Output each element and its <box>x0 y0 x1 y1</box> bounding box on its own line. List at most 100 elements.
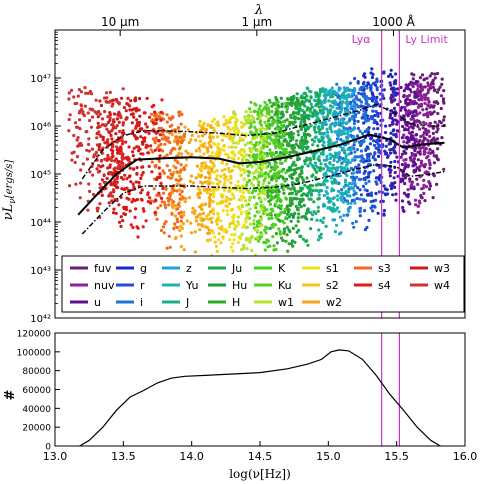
band-point <box>376 146 380 150</box>
band-point <box>96 115 100 119</box>
band-point <box>278 232 282 236</box>
band-point <box>324 158 328 162</box>
band-point <box>367 162 371 166</box>
band-point <box>340 161 344 165</box>
band-point <box>293 170 298 175</box>
band-point <box>281 114 285 118</box>
band-point <box>288 174 292 178</box>
band-point <box>159 181 163 185</box>
band-point <box>283 159 287 163</box>
band-point <box>160 200 164 204</box>
band-point <box>129 99 133 103</box>
band-point <box>267 163 272 167</box>
band-point <box>327 143 331 147</box>
band-point <box>371 92 375 97</box>
band-point <box>289 187 293 191</box>
band-point <box>438 85 442 89</box>
band-point <box>222 188 226 192</box>
band-point <box>259 147 263 151</box>
band-point <box>357 169 361 173</box>
band-point <box>264 231 268 235</box>
band-point <box>374 98 378 102</box>
band-point <box>422 183 426 187</box>
band-point <box>212 212 216 216</box>
band-point <box>262 179 266 183</box>
band-point <box>209 139 213 143</box>
band-point <box>377 178 381 182</box>
band-point <box>382 184 386 188</box>
band-point <box>418 164 422 169</box>
band-point <box>115 180 119 184</box>
band-point <box>303 115 307 119</box>
band-point <box>403 105 407 109</box>
band-point <box>135 136 139 140</box>
band-point <box>162 231 166 235</box>
band-point <box>160 196 164 200</box>
band-point <box>259 215 263 219</box>
band-point <box>349 175 353 179</box>
band-point <box>277 190 281 194</box>
y-tick-label: 120000 <box>17 330 52 340</box>
band-point <box>324 122 328 127</box>
band-point <box>165 113 169 117</box>
band-point <box>261 152 265 157</box>
band-point <box>208 135 212 139</box>
band-point <box>171 206 175 210</box>
band-point <box>402 94 406 99</box>
band-point <box>366 81 370 85</box>
band-point <box>158 133 162 137</box>
band-point <box>388 81 392 85</box>
band-point <box>131 112 135 116</box>
band-point <box>428 147 432 152</box>
band-point <box>296 112 300 116</box>
band-point <box>426 91 430 95</box>
band-point <box>347 152 351 156</box>
band-point <box>179 224 183 228</box>
legend-label: H <box>232 296 240 309</box>
band-point <box>299 141 303 145</box>
band-point <box>387 168 391 172</box>
band-point <box>285 151 289 155</box>
band-point <box>99 103 104 108</box>
band-point <box>290 191 294 195</box>
band-point <box>253 125 257 129</box>
band-point <box>417 93 422 97</box>
band-point <box>290 95 294 100</box>
band-point <box>432 154 436 158</box>
band-point <box>217 226 221 230</box>
band-point <box>119 115 123 119</box>
band-point <box>297 166 301 170</box>
band-point <box>110 194 114 198</box>
band-point <box>332 177 337 181</box>
band-point <box>388 174 392 178</box>
band-point <box>426 81 430 85</box>
band-point <box>374 109 378 114</box>
band-point <box>106 138 110 142</box>
band-point <box>353 201 357 205</box>
band-point <box>99 159 103 163</box>
band-point <box>305 133 309 137</box>
band-point <box>419 102 424 106</box>
band-point <box>219 219 223 223</box>
band-point <box>154 121 158 126</box>
band-point <box>367 96 371 101</box>
band-point <box>249 195 253 199</box>
band-point <box>166 136 170 140</box>
band-point <box>139 176 143 180</box>
band-point <box>319 232 323 236</box>
band-point <box>311 143 315 147</box>
band-point <box>335 137 340 141</box>
band-point <box>395 122 399 126</box>
band-point <box>274 150 278 154</box>
band-point <box>234 184 238 188</box>
y-tick-label: 40000 <box>22 405 51 415</box>
band-point <box>133 96 138 100</box>
band-point <box>381 199 385 203</box>
band-point <box>353 115 357 119</box>
band-point <box>323 162 328 166</box>
band-point <box>291 132 295 136</box>
band-point <box>296 98 300 102</box>
band-point <box>436 127 440 131</box>
band-point <box>266 191 270 195</box>
